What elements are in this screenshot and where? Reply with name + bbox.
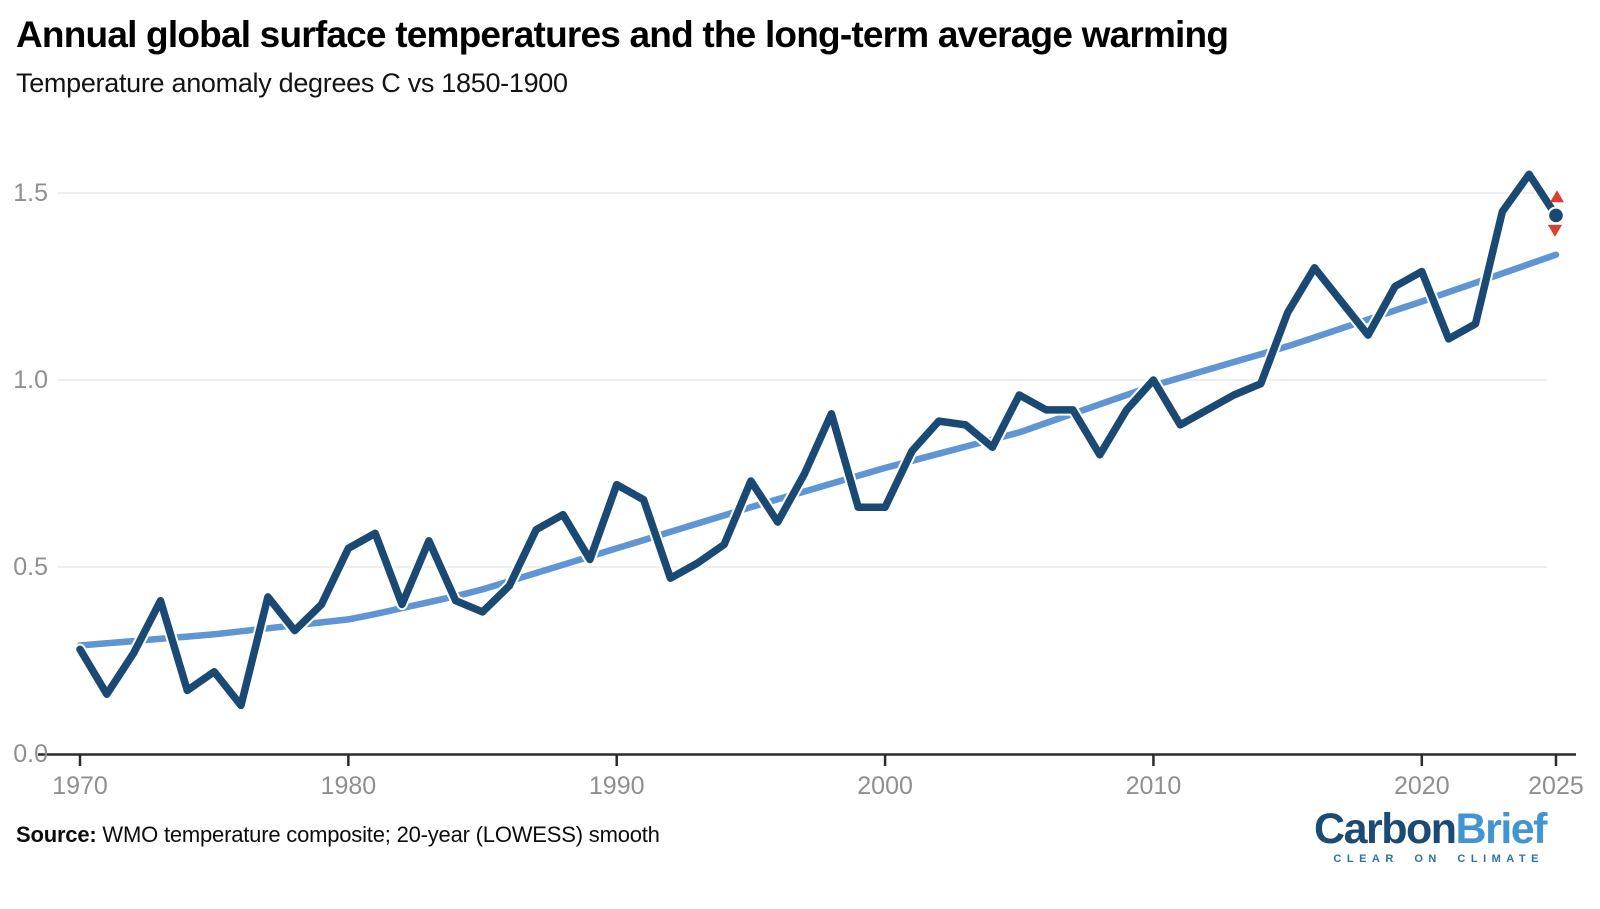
y-tick-label: 0.5 xyxy=(13,553,48,581)
page-subtitle: Temperature anomaly degrees C vs 1850-19… xyxy=(16,68,568,98)
logo-wordmark-carbon: Carbon xyxy=(1314,805,1457,853)
x-tick-label: 2020 xyxy=(1393,772,1450,800)
smooth-trend-line xyxy=(76,251,1560,649)
latest-year-dot xyxy=(1549,208,1563,223)
y-tick-label: 1.0 xyxy=(13,366,48,394)
page-title: Annual global surface temperatures and t… xyxy=(16,14,1229,55)
logo-tagline: CLEAR ON CLIMATE xyxy=(1333,853,1544,865)
x-tick-label: 2010 xyxy=(1125,772,1182,800)
source-label: Source: xyxy=(16,822,97,847)
x-tick-label: 2025 xyxy=(1528,772,1584,800)
y-tick-label: 0.0 xyxy=(13,740,48,768)
annual-line xyxy=(76,170,1560,710)
source-text: WMO temperature composite; 20-year (LOWE… xyxy=(96,822,660,847)
x-tick-label: 2000 xyxy=(857,772,913,800)
logo-wordmark: CarbonBrief xyxy=(1314,805,1548,853)
range-high-triangle-icon xyxy=(1549,190,1564,203)
logo-wordmark-brief: Brief xyxy=(1455,805,1548,853)
x-tick-label: 1980 xyxy=(320,772,377,800)
y-tick-label: 1.5 xyxy=(13,179,48,207)
x-tick-label: 1990 xyxy=(588,772,645,800)
x-tick-label: 1970 xyxy=(52,772,108,800)
carbonbrief-logo: CarbonBrief CLEAR ON CLIMATE xyxy=(1314,805,1548,865)
range-low-triangle-icon xyxy=(1547,224,1562,237)
source-note: Source: WMO temperature composite; 20-ye… xyxy=(16,822,660,848)
